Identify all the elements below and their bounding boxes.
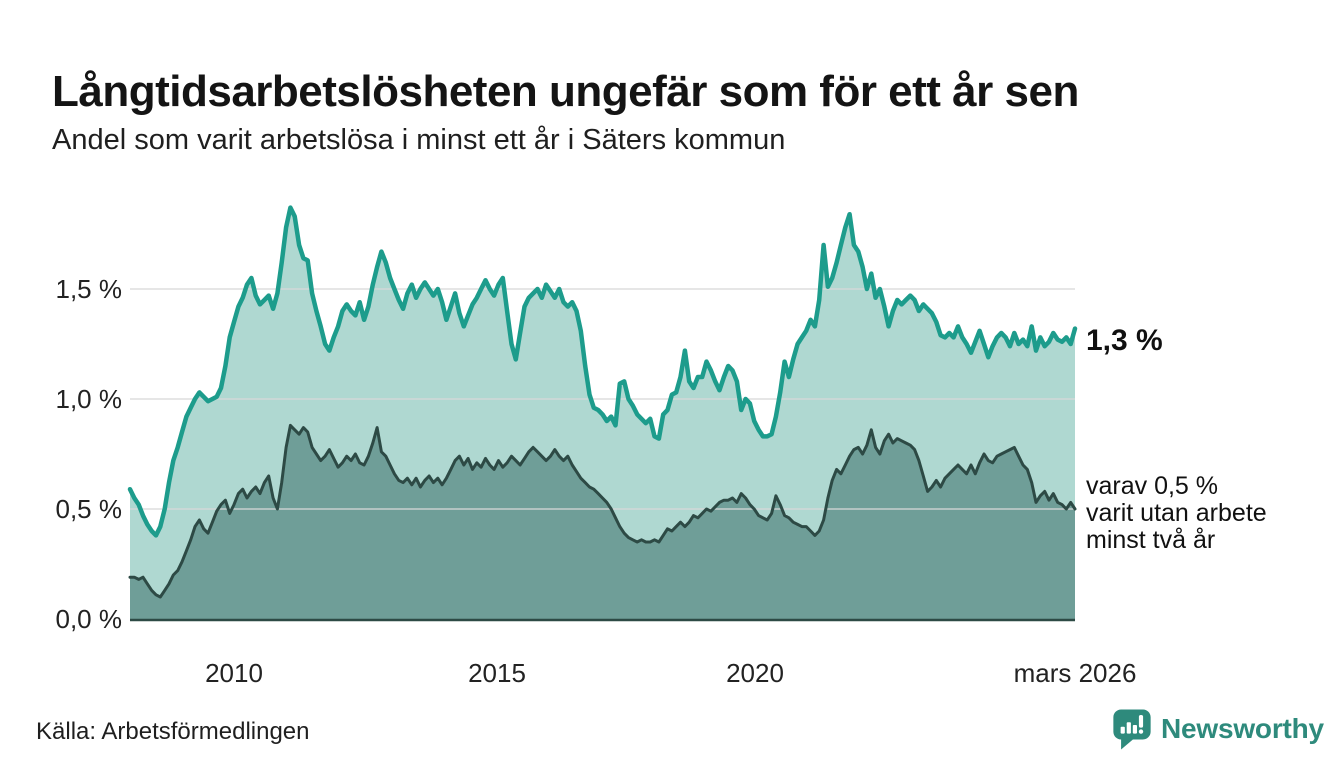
y-tick-label-1-5: 1,5 % xyxy=(55,274,123,304)
y-tick-label-0-5: 0,5 % xyxy=(55,494,123,524)
brand-logo: Newsworthy xyxy=(1112,706,1324,752)
chart-subtitle: Andel som varit arbetslösa i minst ett å… xyxy=(52,124,786,156)
brand-wordmark: Newsworthy xyxy=(1161,713,1324,744)
y-tick-label-0-0: 0,0 % xyxy=(55,604,123,634)
two-year-area xyxy=(130,425,1075,619)
x-tick-label-2010: 2010 xyxy=(205,658,263,688)
x-tick-label-mars-2026: mars 2026 xyxy=(1013,658,1137,688)
source-note: Källa: Arbetsförmedlingen xyxy=(36,718,310,745)
x-tick-label-2015: 2015 xyxy=(468,658,526,688)
two-year-end-label-line1: varav 0,5 % xyxy=(1086,472,1219,500)
two-year-end-label: varav 0,5 % varit utan arbete minst två … xyxy=(1086,473,1267,554)
one-year-end-label: 1,3 % xyxy=(1086,324,1163,357)
two-year-line xyxy=(128,423,1077,599)
newsworthy-icon xyxy=(1113,709,1151,749)
page-title: Långtidsarbetslösheten ungefär som för e… xyxy=(52,67,1079,117)
one-year-line xyxy=(127,205,1078,538)
two-year-end-label-line2: varit utan arbete xyxy=(1086,499,1267,527)
x-tick-label-2020: 2020 xyxy=(726,658,784,688)
y-tick-label-1-0: 1,0 % xyxy=(55,384,123,414)
two-year-end-label-line3: minst två år xyxy=(1086,526,1216,554)
gridlines xyxy=(130,288,1075,510)
